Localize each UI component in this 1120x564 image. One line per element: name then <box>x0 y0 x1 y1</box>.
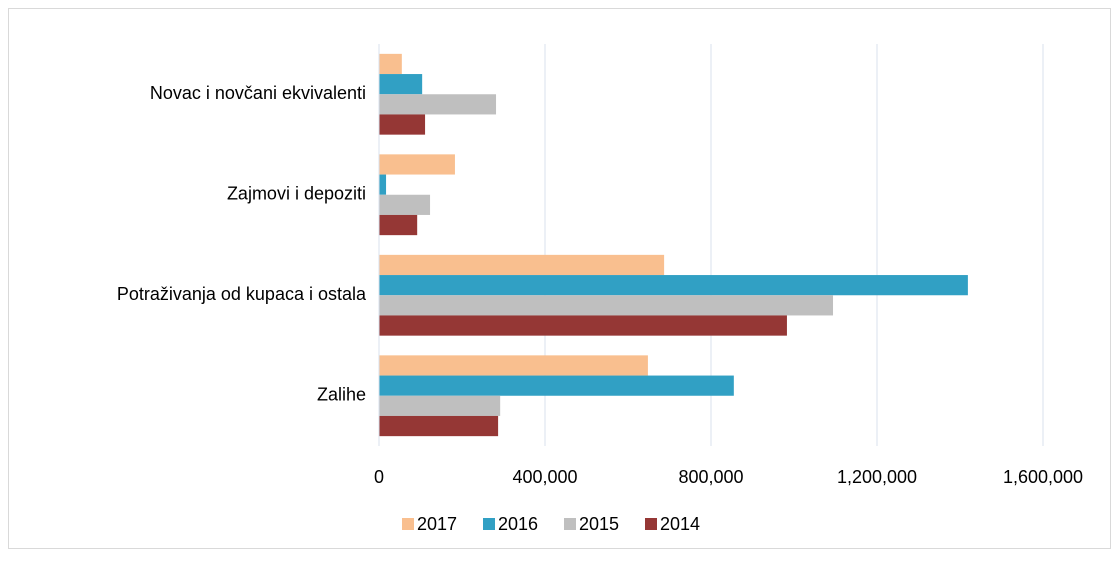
x-tick-label: 400,000 <box>512 467 577 487</box>
legend-label: 2016 <box>498 514 538 534</box>
bar <box>379 275 968 296</box>
bar <box>379 415 499 437</box>
bar <box>379 295 834 316</box>
bar <box>379 94 497 115</box>
bar <box>379 194 431 215</box>
y-tick-label: Zajmovi i depoziti <box>227 184 366 204</box>
bar <box>379 53 402 75</box>
bar <box>379 395 501 416</box>
bar <box>379 315 787 336</box>
bar <box>379 74 423 95</box>
bar <box>379 214 418 236</box>
bar <box>379 174 387 195</box>
legend-label: 2015 <box>579 514 619 534</box>
legend-swatch <box>402 518 414 530</box>
y-tick-label: Zalihe <box>317 385 366 405</box>
x-tick-label: 1,200,000 <box>837 467 917 487</box>
bar <box>379 114 426 135</box>
legend-label: 2014 <box>660 514 700 534</box>
bar <box>379 355 648 376</box>
y-tick-label: Potraživanja od kupaca i ostala <box>117 284 367 304</box>
bar <box>379 375 734 396</box>
legend-swatch <box>564 518 576 530</box>
legend-swatch <box>645 518 657 530</box>
bar <box>379 154 455 175</box>
x-tick-label: 0 <box>374 467 384 487</box>
x-tick-label: 800,000 <box>678 467 743 487</box>
legend-swatch <box>483 518 495 530</box>
y-tick-label: Novac i novčani ekvivalenti <box>150 83 366 103</box>
x-tick-label: 1,600,000 <box>1003 467 1083 487</box>
legend-label: 2017 <box>417 514 457 534</box>
bar <box>379 254 665 276</box>
